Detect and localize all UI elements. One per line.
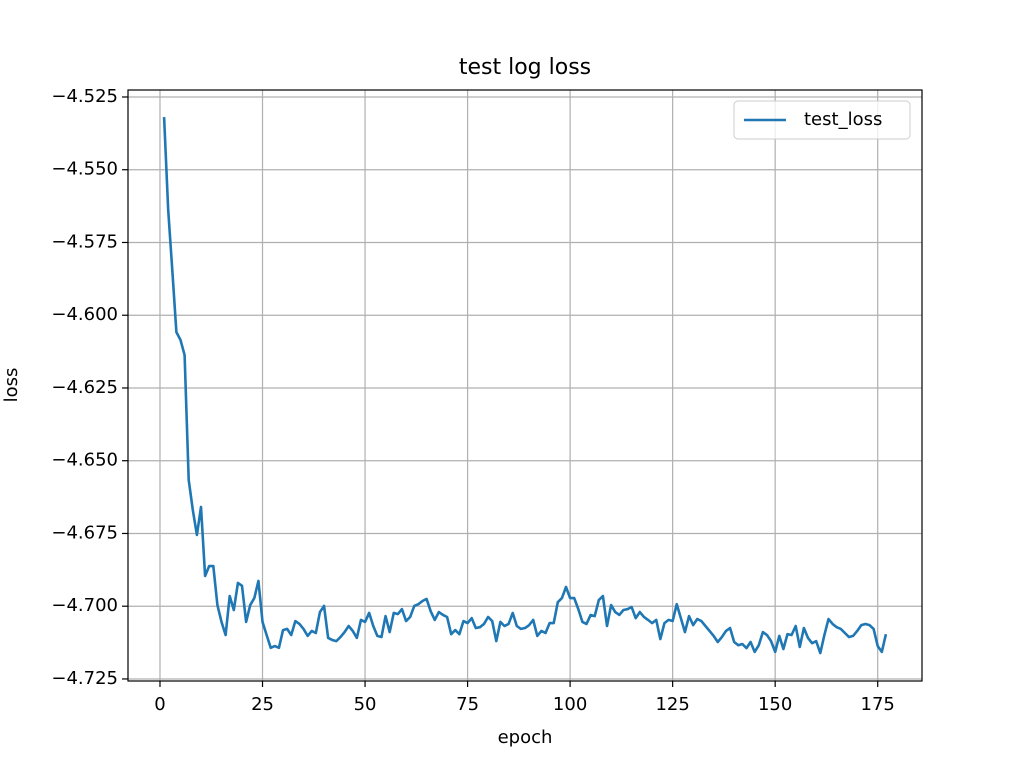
y-tick-label: −4.675 — [51, 522, 118, 543]
x-tick-label: 125 — [655, 694, 689, 715]
x-tick-label: 0 — [154, 694, 165, 715]
y-axis-label: loss — [1, 368, 22, 403]
y-tick-label: −4.575 — [51, 231, 118, 252]
x-tick-label: 175 — [861, 694, 895, 715]
x-tick-label: 100 — [553, 694, 587, 715]
x-tick-label: 75 — [456, 694, 479, 715]
y-tick-label: −4.550 — [51, 159, 118, 180]
x-tick-label: 150 — [758, 694, 792, 715]
x-tick-label: 25 — [251, 694, 274, 715]
y-tick-label: −4.600 — [51, 304, 118, 325]
y-tick-label: −4.625 — [51, 377, 118, 398]
x-tick-label: 50 — [354, 694, 377, 715]
legend-box — [733, 100, 911, 140]
y-tick-label: −4.725 — [51, 668, 118, 689]
y-tick-label: −4.700 — [51, 595, 118, 616]
y-tick-label: −4.650 — [51, 450, 118, 471]
chart-title: test log loss — [459, 55, 591, 80]
x-axis-label: epoch — [498, 727, 553, 748]
data-line — [162, 117, 888, 655]
legend-label: test_loss — [804, 109, 882, 130]
axes-frame — [127, 89, 923, 682]
y-tick-label: −4.525 — [51, 86, 118, 107]
